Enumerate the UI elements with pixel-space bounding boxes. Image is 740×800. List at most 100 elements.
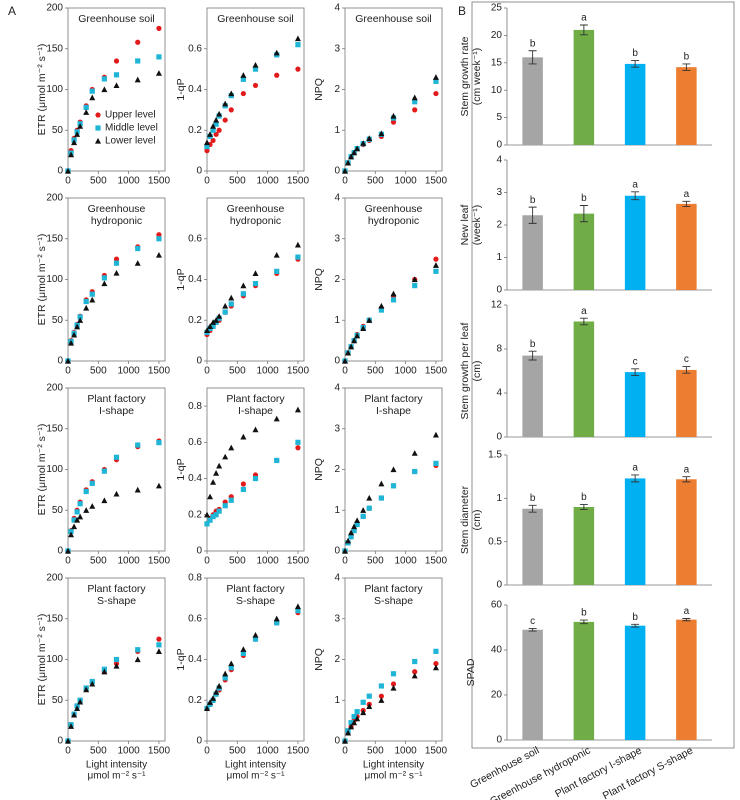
bar — [573, 213, 595, 290]
x-tick-label: 1000 — [395, 556, 418, 567]
data-point — [89, 503, 96, 509]
data-point — [390, 671, 397, 677]
panel-title: Plant factory — [226, 393, 285, 405]
data-point — [295, 66, 301, 72]
y-tick-label: 15 — [491, 57, 503, 68]
data-point — [134, 656, 141, 663]
data-point — [210, 127, 216, 133]
y-axis-label: New leaf — [459, 204, 471, 245]
y-tick-label: 0 — [496, 580, 502, 591]
data-point — [360, 507, 367, 513]
data-point — [378, 307, 384, 313]
data-point — [345, 159, 352, 166]
plot-frame — [206, 7, 305, 172]
x-tick-label: 1000 — [118, 176, 141, 187]
y-axis-label: 1-qP — [175, 458, 187, 480]
y-axis-label: Stem growth rate — [459, 36, 471, 116]
significance-letter: b — [530, 493, 536, 504]
y-tick-label: 4 — [334, 383, 340, 394]
data-point — [412, 99, 418, 105]
panel-letter: A — [8, 4, 16, 18]
data-point — [348, 343, 355, 350]
data-point — [351, 523, 358, 530]
data-point — [411, 276, 418, 283]
data-point — [135, 442, 141, 448]
data-point — [210, 479, 217, 485]
data-point — [83, 104, 89, 111]
x-axis-label: μmol m⁻² s⁻¹ — [227, 771, 286, 782]
y-tick-label: 0 — [334, 356, 340, 367]
x-tick-label: 500 — [367, 176, 384, 187]
y-axis-label: Stem diameter — [459, 485, 471, 554]
data-point — [71, 517, 77, 523]
data-point — [68, 723, 75, 729]
y-tick-label: 0.2 — [188, 509, 202, 520]
data-point — [433, 90, 439, 97]
data-point — [74, 131, 81, 137]
x-tick-label: 1500 — [287, 746, 310, 757]
data-point — [77, 314, 83, 320]
data-point — [240, 76, 246, 82]
data-point — [89, 480, 95, 486]
data-point — [156, 642, 162, 648]
data-point — [71, 331, 78, 338]
data-point — [207, 699, 214, 705]
y-tick-label: 2 — [334, 84, 340, 95]
data-point — [89, 94, 96, 101]
significance-letter: a — [684, 464, 690, 475]
y-tick-label: 0 — [196, 546, 202, 557]
panel-b-frame — [471, 1, 735, 749]
y-tick-label: 5 — [496, 112, 502, 123]
data-point — [216, 110, 223, 117]
x-tick-label: 1500 — [425, 366, 448, 377]
significance-letter: b — [530, 195, 536, 206]
y-tick-label: 0 — [57, 166, 63, 177]
y-tick-label: 100 — [46, 654, 63, 665]
data-point — [412, 468, 418, 475]
data-point — [351, 719, 358, 726]
y-axis-label: ETR (μmol m⁻² s⁻¹) — [36, 614, 48, 706]
data-point — [135, 647, 141, 653]
data-point — [354, 517, 361, 524]
significance-letter: b — [530, 38, 536, 49]
y-axis-label: (cm) — [471, 361, 483, 382]
y-tick-label: 3 — [334, 43, 340, 54]
error-bar — [579, 24, 588, 36]
x-axis-label: Light intensity — [363, 760, 424, 771]
data-point — [348, 720, 354, 726]
data-point — [348, 534, 354, 540]
x-tick-label: 0 — [65, 556, 71, 567]
x-tick-label: 1000 — [257, 176, 280, 187]
y-axis-label: NPQ — [313, 458, 325, 481]
data-point — [222, 675, 228, 681]
y-tick-label: 200 — [46, 193, 63, 204]
data-point — [274, 620, 280, 626]
y-tick-label: 0 — [196, 356, 202, 367]
data-point — [101, 497, 108, 504]
data-point — [77, 123, 84, 129]
data-point — [113, 662, 120, 669]
data-point — [77, 698, 84, 705]
x-tick-label: 1000 — [118, 366, 141, 377]
y-tick-label: 200 — [46, 383, 63, 394]
data-point — [210, 513, 216, 520]
y-tick-label: 3 — [496, 187, 502, 198]
y-axis-label: NPQ — [313, 648, 325, 671]
x-tick-label: 1000 — [118, 746, 141, 757]
y-tick-label: 0 — [496, 432, 502, 443]
x-tick-label: 1500 — [287, 176, 310, 187]
data-point — [156, 25, 162, 31]
data-point — [213, 470, 220, 476]
data-point — [156, 236, 162, 242]
data-point — [360, 140, 367, 146]
data-point — [228, 301, 234, 307]
x-tick-label: 0 — [204, 366, 210, 377]
data-point — [113, 490, 120, 497]
data-point — [351, 337, 358, 344]
error-bar — [528, 206, 537, 224]
y-tick-label: 4 — [334, 193, 340, 204]
data-point — [65, 737, 71, 744]
y-tick-label: 0.8 — [188, 573, 202, 584]
panel-title: Greenhouse — [88, 203, 146, 215]
data-point — [228, 660, 235, 667]
